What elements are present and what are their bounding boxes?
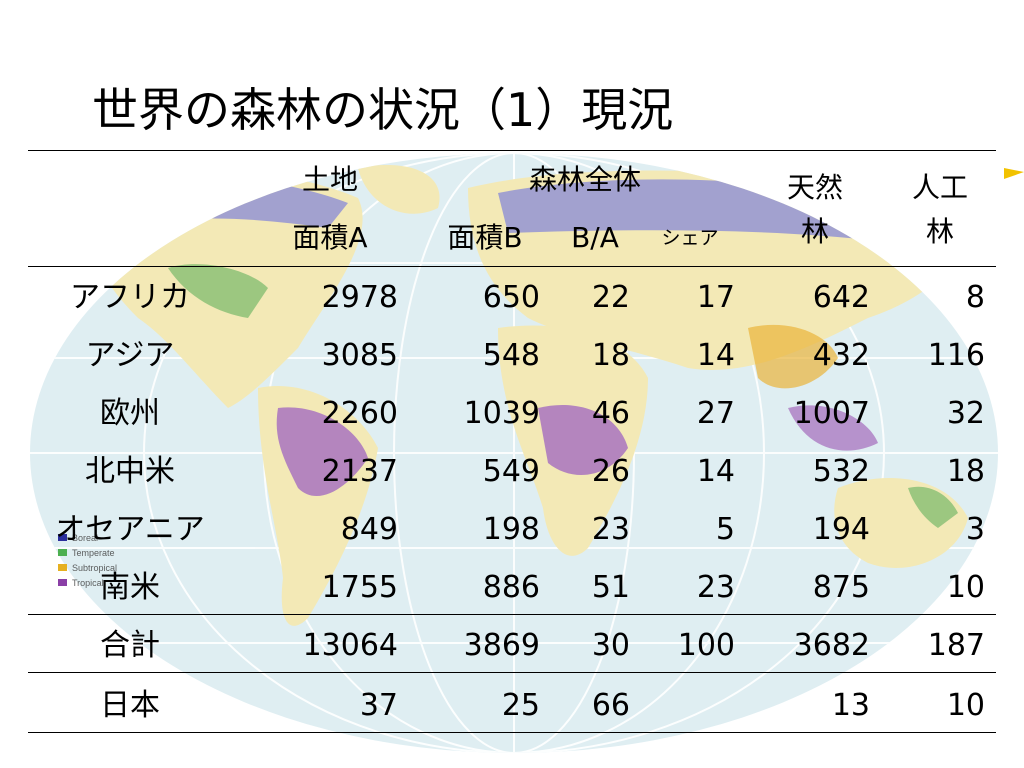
map-legend: Boreal Temperate Subtropical Tropical [58,530,158,590]
row-land: 3085 [321,338,398,373]
row-planted: 10 [946,570,985,605]
row-land: 849 [340,512,398,547]
legend-label: Tropical [72,577,104,588]
header-planted-line2: 林 [925,215,954,248]
row-region: 欧州 [100,396,160,431]
world-forest-map [30,153,998,753]
row-land: 2260 [321,396,398,431]
legend-row-subtropical: Subtropical [58,560,158,575]
row-planted: 18 [946,454,985,489]
total-land: 13064 [302,628,398,663]
table-total-rule [28,614,996,615]
row-natural: 1007 [793,396,870,431]
legend-swatch [58,579,67,586]
row-forest: 886 [482,570,540,605]
table-top-rule [28,150,996,151]
legend-row-tropical: Tropical [58,575,158,590]
row-natural: 194 [812,512,870,547]
table-japan-rule [28,672,996,673]
row-region: 南米 [100,570,160,605]
japan-natural: 13 [831,688,870,723]
japan-land: 37 [359,688,398,723]
row-share: 14 [696,338,735,373]
row-ratio: 26 [591,454,630,489]
total-natural: 3682 [793,628,870,663]
row-ratio: 51 [591,570,630,605]
header-forest-total: 森林全体 [528,163,641,196]
row-ratio: 46 [591,396,630,431]
row-forest: 198 [482,512,540,547]
japan-planted: 10 [946,688,985,723]
row-planted: 8 [965,280,985,315]
total-forest: 3869 [463,628,540,663]
legend-swatch [58,549,67,556]
row-natural: 432 [812,338,870,373]
total-planted: 187 [927,628,985,663]
header-forest-area: 面積B [447,221,523,254]
row-region: アジア [85,338,175,373]
header-natural-line1: 天然 [786,171,843,204]
row-share: 17 [696,280,735,315]
legend-label: Boreal [72,532,99,543]
row-planted: 3 [965,512,985,547]
legend-row-boreal: Boreal [58,530,158,545]
row-region: オセアニア [55,512,205,547]
bullet-arrow-icon [1004,168,1024,179]
row-natural: 532 [812,454,870,489]
legend-label: Subtropical [72,562,118,573]
legend-row-temperate: Temperate [58,545,158,560]
total-region: 合計 [100,628,160,663]
japan-region: 日本 [100,688,160,723]
table-header-rule [28,266,996,267]
row-region: 北中米 [85,454,175,489]
japan-ratio: 66 [591,688,630,723]
row-share: 27 [696,396,735,431]
row-share: 23 [696,570,735,605]
total-share: 100 [677,628,735,663]
row-land: 1755 [321,570,398,605]
header-ratio: B/A [571,221,619,254]
row-forest: 549 [482,454,540,489]
row-natural: 642 [812,280,870,315]
legend-label: Temperate [72,547,115,558]
row-land: 2978 [321,280,398,315]
japan-forest: 25 [501,688,540,723]
header-share: シェア [661,227,719,249]
row-ratio: 18 [591,338,630,373]
row-land: 2137 [321,454,398,489]
header-land-line1: 土地 [301,163,358,196]
row-ratio: 23 [591,512,630,547]
header-planted-line1: 人工 [911,171,968,204]
total-ratio: 30 [591,628,630,663]
row-forest: 548 [482,338,540,373]
table-bottom-rule [28,732,996,733]
row-planted: 116 [927,338,985,373]
header-natural-line2: 林 [800,215,829,248]
row-share: 14 [696,454,735,489]
row-natural: 875 [812,570,870,605]
japan-share [640,686,735,726]
row-planted: 32 [946,396,985,431]
row-region: アフリカ [70,280,190,315]
slide-title: 世界の森林の状況（1）現況 [92,83,674,137]
row-share: 5 [715,512,735,547]
header-land-line2: 面積A [292,221,368,254]
row-forest: 1039 [463,396,540,431]
legend-swatch [58,564,67,571]
row-forest: 650 [482,280,540,315]
row-ratio: 22 [591,280,630,315]
legend-swatch [58,534,67,541]
